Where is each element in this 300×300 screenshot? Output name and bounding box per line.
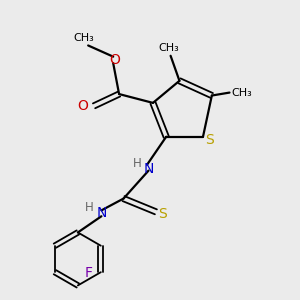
Text: N: N [96,206,106,220]
Text: N: N [143,162,154,176]
Text: CH₃: CH₃ [159,43,179,52]
Text: H: H [85,201,94,214]
Text: CH₃: CH₃ [74,33,94,43]
Text: CH₃: CH₃ [231,88,252,98]
Text: S: S [205,133,214,147]
Text: O: O [77,99,88,113]
Text: H: H [132,157,141,170]
Text: S: S [158,207,167,221]
Text: O: O [109,52,120,67]
Text: F: F [85,266,93,280]
